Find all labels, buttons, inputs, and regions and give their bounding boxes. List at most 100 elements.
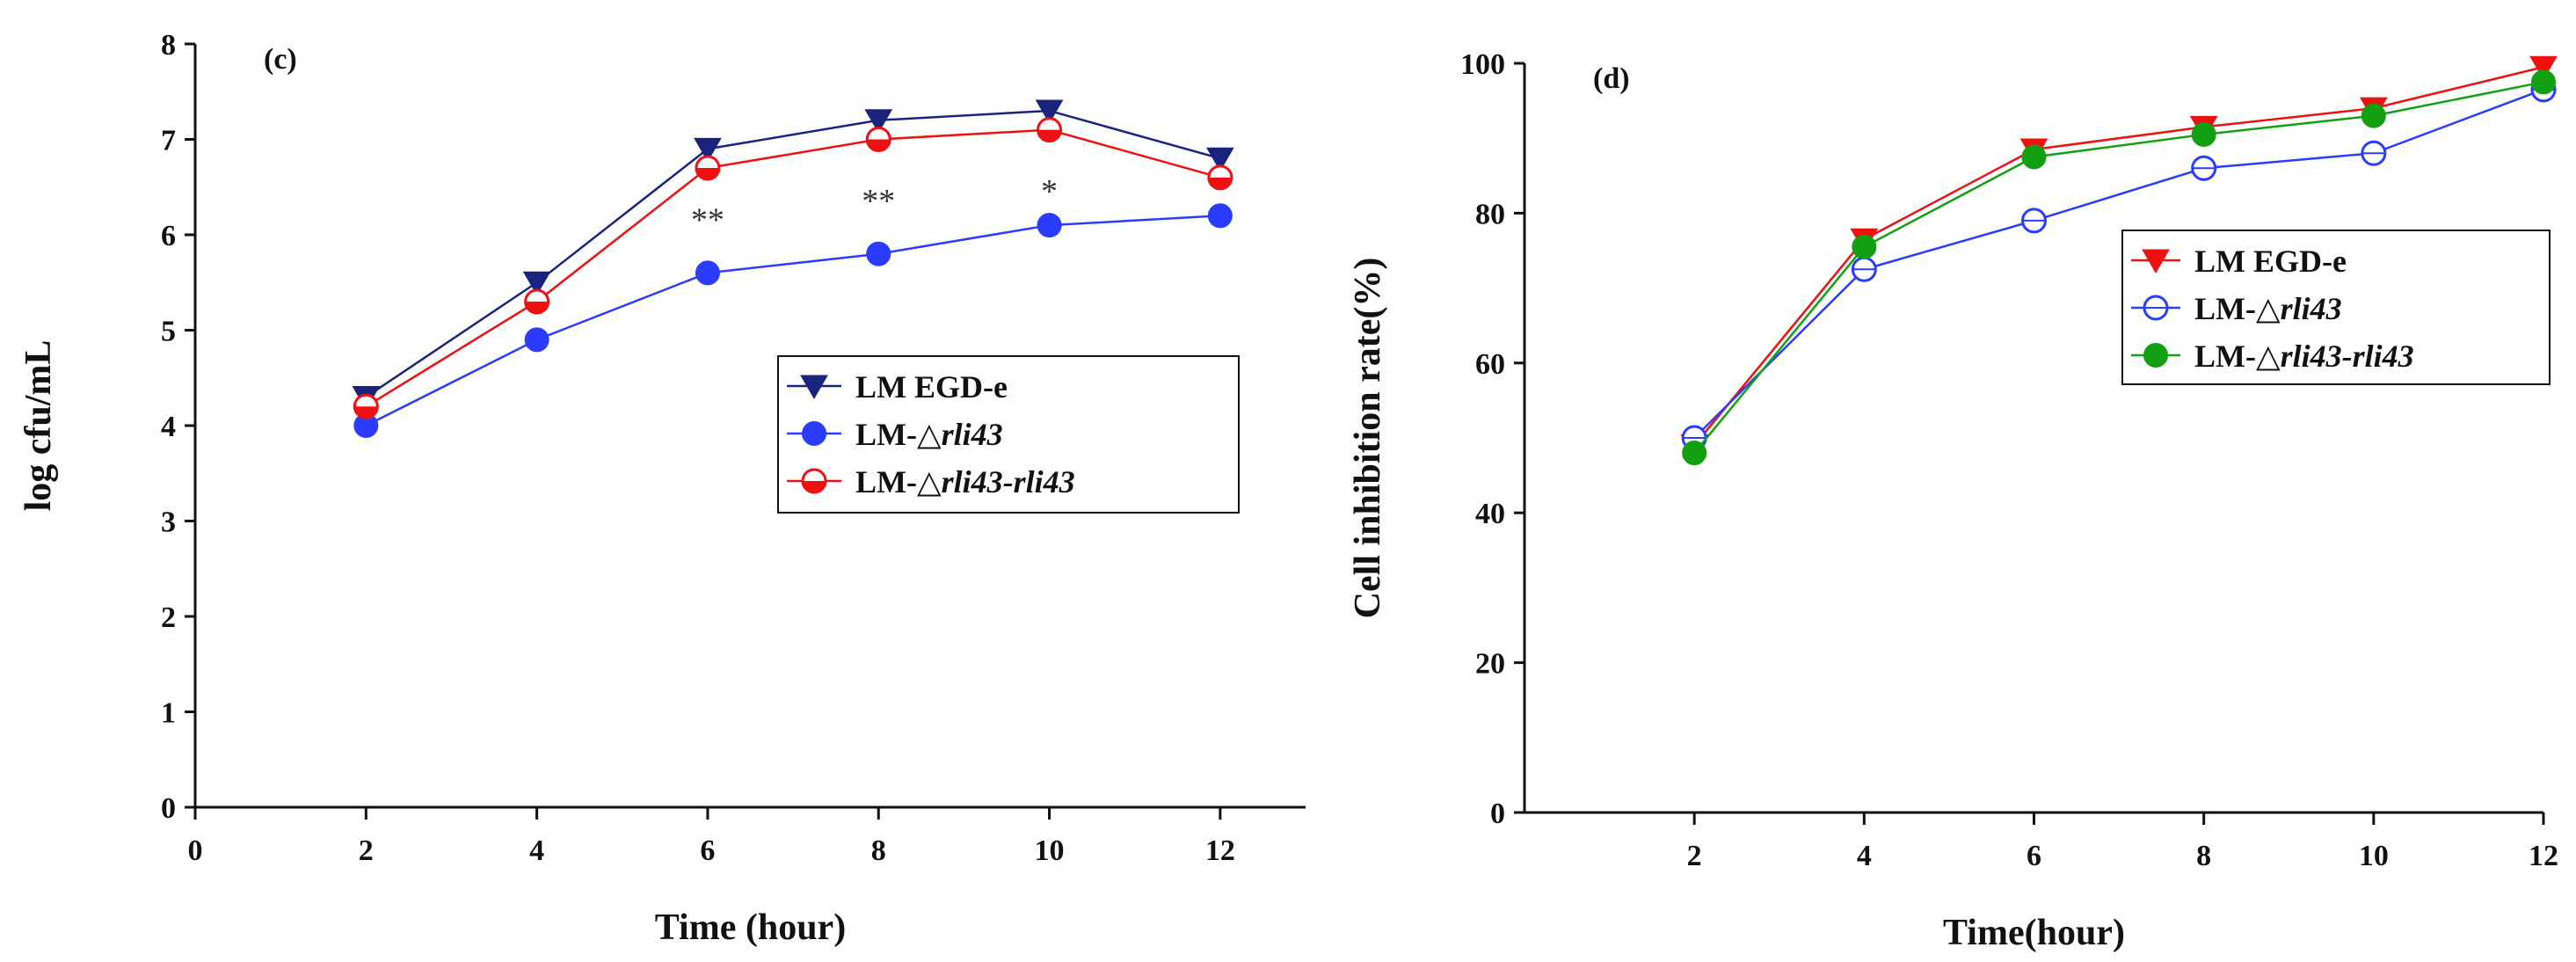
data-point-lm-rli43-rli43 xyxy=(2361,103,2386,128)
panel-label: (c) xyxy=(264,43,297,76)
legend-item-lm-rli43-rli43: LM-△rli43-rli43 xyxy=(787,464,1075,499)
legend-label-text: LM EGD-e xyxy=(2194,244,2347,279)
x-tick-label: 2 xyxy=(1687,840,1702,872)
data-point-lm-egd-e xyxy=(694,137,722,163)
data-point-lm-rli43-rli43-fill xyxy=(695,168,719,180)
series-line-lm-rli43 xyxy=(1693,88,2544,439)
x-tick-label: 10 xyxy=(2359,840,2389,872)
data-point-lm-rli43-rli43 xyxy=(2021,144,2047,170)
data-point-lm-rli43-rli43 xyxy=(1207,164,1233,191)
data-point-lm-rli43-rli43-fill xyxy=(867,139,891,151)
data-point-lm-rli43-rli43 xyxy=(2191,121,2216,147)
series-lm-egd-e xyxy=(352,99,1234,411)
y-tick-label: 20 xyxy=(1475,648,1505,681)
y-tick-label: 1 xyxy=(161,697,176,730)
y-tick-label: 4 xyxy=(161,411,176,443)
series-line-lm-rli43-rli43 xyxy=(365,128,1221,408)
y-tick-label: 7 xyxy=(161,125,176,157)
significance-mark: ** xyxy=(691,202,724,239)
data-point-lm-rli43 xyxy=(2021,208,2047,234)
y-tick-label: 60 xyxy=(1475,348,1505,381)
significance-mark: ** xyxy=(862,183,895,220)
data-point-lm-rli43-rli43 xyxy=(865,127,891,152)
series-line-lm-rli43-rli43 xyxy=(1693,81,2544,454)
data-point-lm-rli43-rli43-fill xyxy=(354,406,378,419)
series-line-lm-egd-e xyxy=(365,109,1221,398)
y-tick-label: 80 xyxy=(1475,198,1505,230)
x-tick-label: 6 xyxy=(2027,840,2041,872)
data-point-lm-rli43 xyxy=(524,327,549,353)
data-point-lm-rli43-rli43 xyxy=(524,288,550,315)
data-point-lm-egd-e xyxy=(864,109,893,134)
legend-label-text: LM- xyxy=(855,464,917,499)
x-axis-title: Time(hour) xyxy=(1943,913,2125,953)
y-tick-label: 100 xyxy=(1460,48,1505,81)
legend-marker xyxy=(802,421,826,446)
x-tick-label: 0 xyxy=(188,834,203,867)
y-tick-label: 5 xyxy=(161,316,176,348)
x-tick-label: 4 xyxy=(1857,840,1872,872)
legend-label-text: LM- xyxy=(2194,291,2256,326)
data-point-lm-rli43-rli43 xyxy=(353,393,379,419)
legend-item-lm-egd-e: LM EGD-e xyxy=(2131,244,2347,279)
legend-label-text: LM- xyxy=(2194,339,2256,374)
data-point-lm-rli43 xyxy=(2191,155,2217,181)
significance-mark: * xyxy=(1041,173,1058,210)
legend-label-text: LM- xyxy=(855,417,917,452)
panel-label: (d) xyxy=(1593,62,1630,95)
legend-marker xyxy=(2142,249,2170,274)
y-tick-label: 40 xyxy=(1475,498,1505,530)
y-tick-label: 6 xyxy=(161,220,176,252)
series-lm-rli43-rli43 xyxy=(353,117,1233,419)
data-point-lm-rli43 xyxy=(1207,203,1233,229)
legend-label-text: LM EGD-e xyxy=(855,369,1008,404)
data-point-lm-rli43 xyxy=(2361,140,2387,166)
y-tick-label: 0 xyxy=(161,792,176,825)
series-lm-rli43 xyxy=(353,203,1233,438)
legend-item-lm-egd-e: LM EGD-e xyxy=(787,369,1008,404)
data-point-lm-rli43 xyxy=(866,241,891,266)
data-point-lm-rli43-rli43-fill xyxy=(1208,177,1232,189)
series-line-lm-egd-e xyxy=(1693,66,2544,447)
legend-label: LM-△rli43-rli43 xyxy=(855,464,1075,499)
legend-box xyxy=(777,355,1240,514)
data-point-lm-rli43-rli43 xyxy=(2531,69,2556,95)
data-point-lm-rli43 xyxy=(695,260,720,286)
legend-item-lm-rli43-rli43: LM-△rli43-rli43 xyxy=(2131,339,2414,374)
legend-marker xyxy=(801,468,827,494)
x-axis-title: Time (hour) xyxy=(655,907,846,948)
legend-label: LM EGD-e xyxy=(2194,244,2347,279)
series-line-lm-rli43 xyxy=(365,215,1220,427)
x-tick-label: 4 xyxy=(529,834,544,867)
data-point-lm-egd-e xyxy=(1205,147,1234,172)
y-tick-label: 2 xyxy=(161,601,176,634)
x-tick-label: 12 xyxy=(1205,834,1235,867)
data-point-lm-egd-e xyxy=(522,271,551,296)
data-point-lm-rli43-rli43 xyxy=(1037,117,1063,143)
y-axis-title: Cell inhibition rate(%) xyxy=(1348,258,1388,619)
legend-label: LM-△rli43-rli43 xyxy=(2194,339,2414,374)
legend-label: LM-△rli43 xyxy=(2194,291,2342,326)
x-tick-label: 2 xyxy=(359,834,374,867)
data-point-lm-rli43 xyxy=(1851,256,1877,282)
legend-label: LM EGD-e xyxy=(855,369,1008,404)
legend-marker xyxy=(2143,343,2168,368)
data-point-lm-rli43-rli43-fill xyxy=(1037,129,1061,142)
data-point-lm-rli43-rli43-fill xyxy=(525,301,549,313)
legend-marker-fill xyxy=(803,481,826,492)
legend-label-italic: △rli43-rli43 xyxy=(2256,339,2414,374)
x-tick-label: 8 xyxy=(2196,840,2211,872)
data-point-lm-egd-e xyxy=(1035,99,1064,124)
data-point-lm-rli43-rli43 xyxy=(1682,441,1707,466)
data-point-lm-rli43 xyxy=(1037,213,1062,238)
x-tick-label: 8 xyxy=(871,834,886,867)
legend-item-lm-rli43: LM-△rli43 xyxy=(787,417,1003,452)
legend-label-italic: △rli43 xyxy=(2256,291,2342,326)
data-point-lm-egd-e xyxy=(2529,55,2558,81)
legend-label-italic: △rli43-rli43 xyxy=(917,464,1075,499)
y-axis-title: log cfu/mL xyxy=(18,340,59,512)
x-tick-label: 10 xyxy=(1035,834,1065,867)
